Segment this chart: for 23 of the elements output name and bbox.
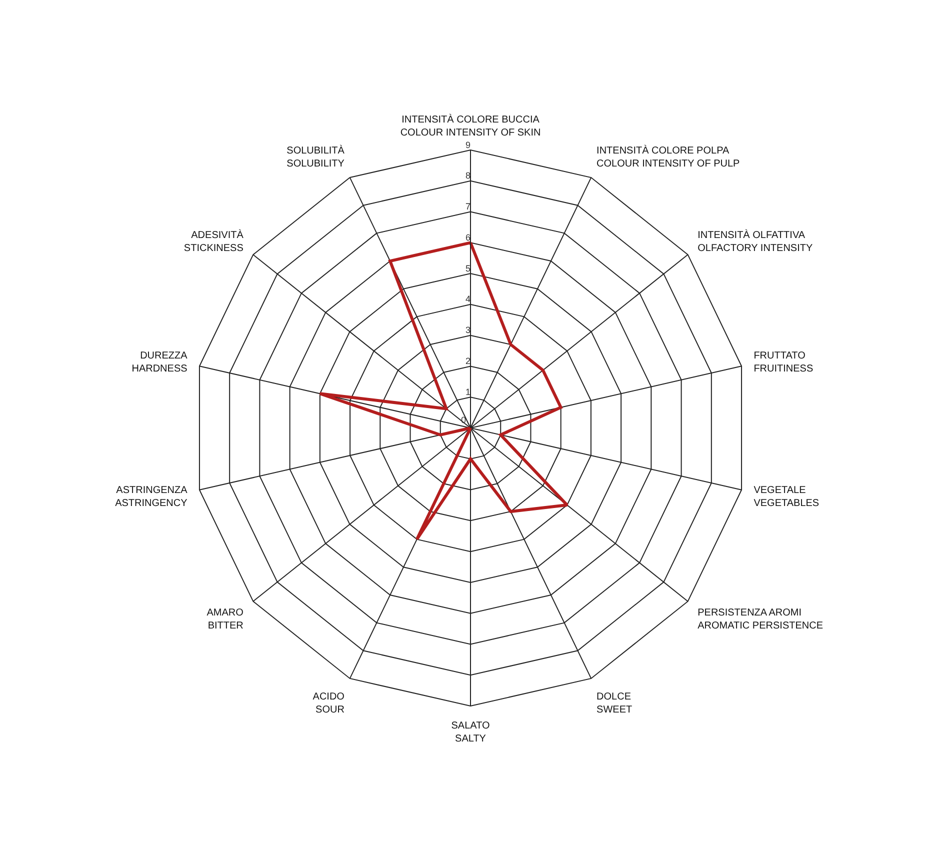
spoke-label: ADESIVITÀ STICKINESS bbox=[184, 228, 244, 254]
spoke-label: DOLCE SWEET bbox=[596, 692, 632, 716]
y-tick-label: 8 bbox=[465, 170, 470, 181]
y-tick-label: 5 bbox=[465, 263, 470, 274]
spoke-label: SALATO SALTY bbox=[451, 720, 490, 744]
y-tick-label: 2 bbox=[465, 356, 470, 366]
spoke-label: INTENSITÀ OLFATTIVA OLFACTORY INTENSITY bbox=[698, 228, 813, 254]
spoke-label: VEGETALE VEGETABLES bbox=[754, 485, 820, 510]
spoke-label: SOLUBILITÀ SOLUBILITY bbox=[286, 144, 345, 170]
spoke-label: ASTRINGENZA ASTRINGENCY bbox=[115, 485, 188, 510]
spoke-label: INTENSITÀ COLORE POLPA COLOUR INTENSITY OF PULP bbox=[596, 144, 740, 170]
y-tick-label: 6 bbox=[465, 232, 470, 242]
y-tick-label: 3 bbox=[465, 325, 470, 336]
spoke-label: PERSISTENZA AROMI AROMATIC PERSISTENCE bbox=[698, 608, 824, 632]
spoke-label: INTENSITÀ COLORE BUCCIA COLOUR INTENSITY OF SKIN bbox=[400, 114, 541, 138]
spoke-label: FRUTTATO FRUITINESS bbox=[754, 350, 814, 374]
spoke-label: DUREZZA HARDNESS bbox=[132, 350, 188, 374]
spoke-label: AMARO BITTER bbox=[206, 608, 244, 632]
spoke-label: ACIDO SOUR bbox=[312, 692, 345, 716]
y-tick-label: 7 bbox=[465, 202, 470, 212]
y-tick-label: 4 bbox=[465, 294, 470, 304]
y-tick-label: 1 bbox=[465, 386, 470, 397]
y-tick-label: 9 bbox=[465, 140, 470, 150]
